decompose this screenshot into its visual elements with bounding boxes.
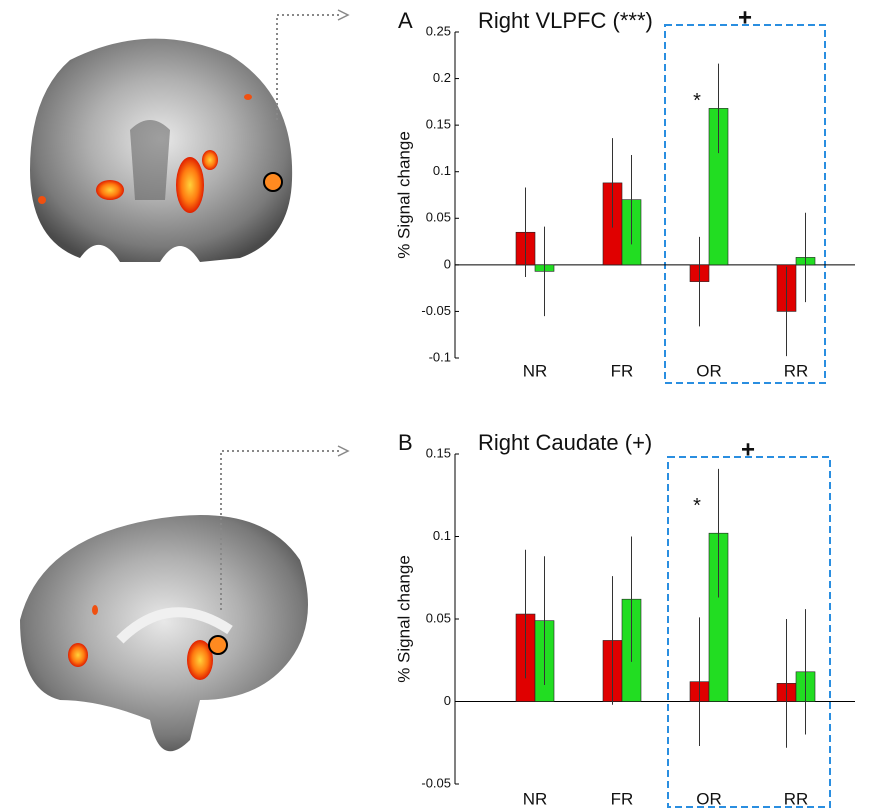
y-axis-label: % Signal change <box>394 555 413 683</box>
y-tick-label: 0.05 <box>426 210 451 225</box>
figure: -0.1 -0.05 0 0.05 0.1 0.15 0.2 0.25 A Right VLPFC… <box>0 0 882 811</box>
chart-title: Right VLPFC (***) <box>478 8 653 33</box>
panel-label: A <box>398 8 413 33</box>
x-tick-label: NR <box>523 361 548 380</box>
y-tick-label: -0.05 <box>421 303 451 318</box>
panel-label: B <box>398 430 413 455</box>
x-tick-label: OR <box>696 789 722 808</box>
chart-title: Right Caudate (+) <box>478 430 652 455</box>
y-tick-label: 0.1 <box>433 528 451 543</box>
y-tick-label: -0.05 <box>421 775 451 790</box>
x-tick-label: NR <box>523 789 548 808</box>
significance-plus: + <box>741 436 755 463</box>
y-tick-label: 0 <box>444 256 451 271</box>
charts: -0.1 -0.05 0 0.05 0.1 0.15 0.2 0.25 A Right VLPFC… <box>394 4 855 808</box>
y-tick-label: 0.15 <box>426 117 451 132</box>
sagittal-brain-image <box>20 446 348 751</box>
y-tick-label: 0.15 <box>426 445 451 460</box>
x-tick-label: FR <box>611 361 634 380</box>
y-tick-label: 0.05 <box>426 610 451 625</box>
x-tick-label: OR <box>696 361 722 380</box>
significance-star: * <box>693 90 701 112</box>
y-axis-label: % Signal change <box>394 131 413 259</box>
y-tick-label: 0 <box>444 693 451 708</box>
y-tick-label: 0.2 <box>433 70 451 85</box>
y-tick-label: 0.25 <box>426 23 451 38</box>
x-tick-label: RR <box>784 361 809 380</box>
significance-plus: + <box>738 4 752 31</box>
x-tick-label: RR <box>784 789 809 808</box>
coronal-brain-image <box>30 10 348 262</box>
highlight-box <box>665 25 825 383</box>
significance-star: * <box>693 495 701 517</box>
y-tick-label: -0.1 <box>429 349 451 364</box>
x-tick-label: FR <box>611 789 634 808</box>
y-tick-label: 0.1 <box>433 163 451 178</box>
